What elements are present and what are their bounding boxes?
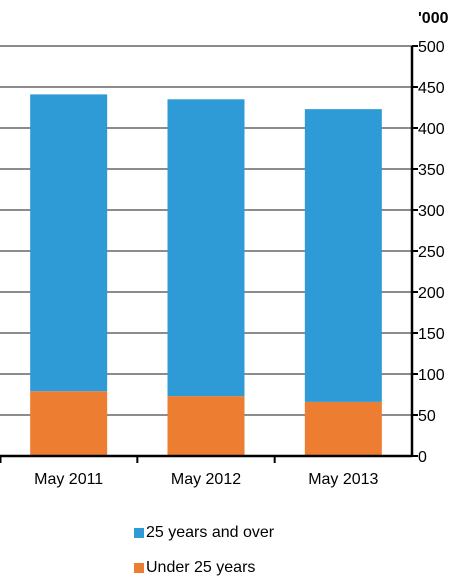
y-tick-label: 0 xyxy=(418,449,427,466)
y-tick-label: 100 xyxy=(418,367,445,384)
legend-swatch-under-25 xyxy=(134,563,144,573)
bar-segment-25-and-over xyxy=(304,109,382,402)
bar-segment-under-25 xyxy=(304,401,382,456)
y-tick-label: 400 xyxy=(418,121,445,138)
bar-segment-under-25 xyxy=(30,391,108,456)
legend-label-under-25: Under 25 years xyxy=(146,559,256,576)
bars xyxy=(30,94,382,456)
bar-segment-25-and-over xyxy=(167,99,245,397)
y-tick-label: 200 xyxy=(418,285,445,302)
y-tick-label: 50 xyxy=(418,408,436,425)
y-tick-label: 150 xyxy=(418,326,445,343)
x-category-label: May 2012 xyxy=(171,471,241,488)
legend-item-25-and-over: 25 years and over xyxy=(134,524,274,542)
x-category-labels: May 2011 May 2012 May 2013 xyxy=(34,471,378,488)
x-category-label: May 2011 xyxy=(34,471,103,488)
x-category-label: May 2013 xyxy=(308,471,378,488)
legend-swatch-25-and-over xyxy=(134,528,144,538)
axes xyxy=(0,45,418,463)
y-tick-label: 350 xyxy=(418,162,445,179)
legend-label-25-and-over: 25 years and over xyxy=(146,524,275,541)
y-tick-label: 450 xyxy=(418,80,445,97)
y-tick-label: 500 xyxy=(418,39,445,56)
y-tick-label: 300 xyxy=(418,203,445,220)
bar-segment-under-25 xyxy=(167,396,245,456)
bar-segment-25-and-over xyxy=(30,94,108,392)
y-tick-label: 250 xyxy=(418,244,445,261)
legend-item-under-25: Under 25 years xyxy=(134,559,255,577)
y-tick-labels: 0 50 100 150 200 250 300 350 400 450 500 xyxy=(418,39,445,466)
y-axis-unit-label: '000 xyxy=(418,10,449,27)
